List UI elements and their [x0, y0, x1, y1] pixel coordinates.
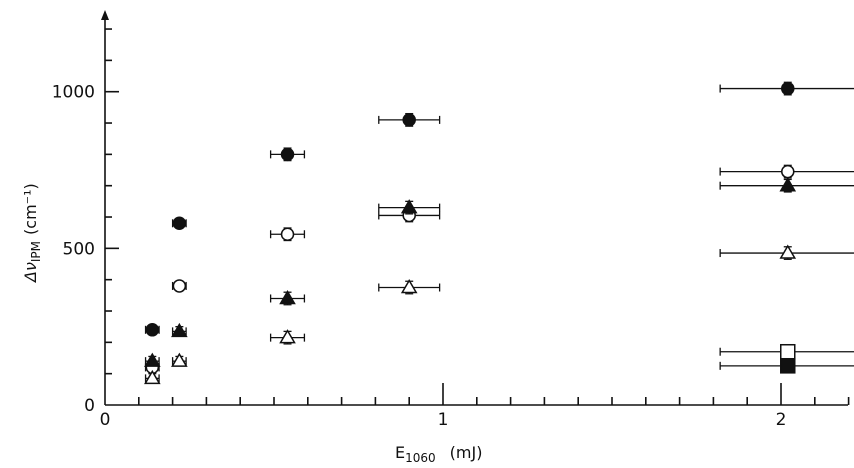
series-filled-triangle: [144, 177, 854, 367]
series-open-triangle: [144, 244, 854, 385]
filled-circle-marker: [402, 113, 416, 127]
data-point: [719, 164, 854, 179]
data-point: [719, 358, 854, 374]
filled-triangle-marker: [779, 177, 797, 192]
open-triangle-marker: [171, 352, 188, 367]
data-point: [378, 199, 441, 215]
axes: [101, 10, 848, 406]
data-point: [144, 352, 161, 367]
open-square-marker: [780, 343, 796, 360]
data-point: [269, 227, 306, 242]
x-axis-unit: (mJ): [450, 443, 483, 462]
x-axis-label-subscript: 1060: [405, 451, 436, 465]
tick-labels: 0 500 1000 0 1 2: [52, 83, 787, 430]
data-point: [171, 352, 188, 367]
open-circle-marker: [781, 164, 795, 179]
open-circle-marker: [172, 279, 187, 293]
y-axis-title: ΔνIPM (cm⁻¹): [21, 183, 43, 284]
open-triangle-marker: [779, 244, 797, 259]
series-filled-circle: [144, 81, 854, 337]
y-axis-label-subscript: IPM: [29, 241, 43, 262]
x-tick-label: 1: [438, 410, 449, 430]
y-tick-label: 500: [63, 239, 95, 259]
open-triangle-marker: [279, 329, 296, 344]
data-point: [269, 289, 306, 306]
open-triangle-marker: [400, 279, 418, 294]
x-axis-label: E: [395, 443, 405, 462]
filled-circle-marker: [280, 147, 295, 162]
filled-square-marker: [780, 358, 796, 374]
data-point: [144, 323, 160, 337]
data-point: [171, 279, 187, 293]
filled-triangle-marker: [171, 322, 188, 338]
series-filled-square: [719, 358, 854, 374]
ticks: [105, 28, 850, 405]
y-axis-label: Δν: [21, 262, 40, 284]
data-point: [269, 147, 306, 162]
data-point: [171, 322, 188, 338]
x-tick-label: 0: [100, 410, 111, 430]
filled-triangle-marker: [144, 352, 161, 367]
y-axis-arrow: [101, 10, 109, 20]
filled-triangle-marker: [279, 289, 296, 305]
data-point: [719, 81, 854, 96]
x-tick-label: 2: [776, 410, 787, 430]
filled-triangle-marker: [400, 199, 418, 214]
series-open-square: [719, 343, 854, 360]
open-circle-marker: [280, 227, 295, 242]
data-points: [144, 81, 854, 385]
y-tick-label: 1000: [52, 83, 95, 103]
data-point: [719, 177, 854, 193]
open-triangle-marker: [144, 369, 161, 385]
data-point: [378, 279, 441, 295]
data-point: [378, 112, 441, 127]
data-point: [269, 329, 306, 345]
data-point: [171, 216, 187, 231]
x-axis-title: E1060 (mJ): [395, 443, 482, 465]
filled-circle-marker: [781, 81, 795, 96]
data-point: [719, 343, 854, 360]
series-open-circle: [144, 164, 854, 375]
data-point: [144, 369, 161, 385]
y-axis-unit: (cm⁻¹): [21, 183, 40, 235]
y-tick-label: 0: [84, 396, 95, 416]
data-point: [719, 244, 854, 260]
filled-circle-marker: [172, 216, 187, 231]
filled-circle-marker: [145, 323, 160, 337]
